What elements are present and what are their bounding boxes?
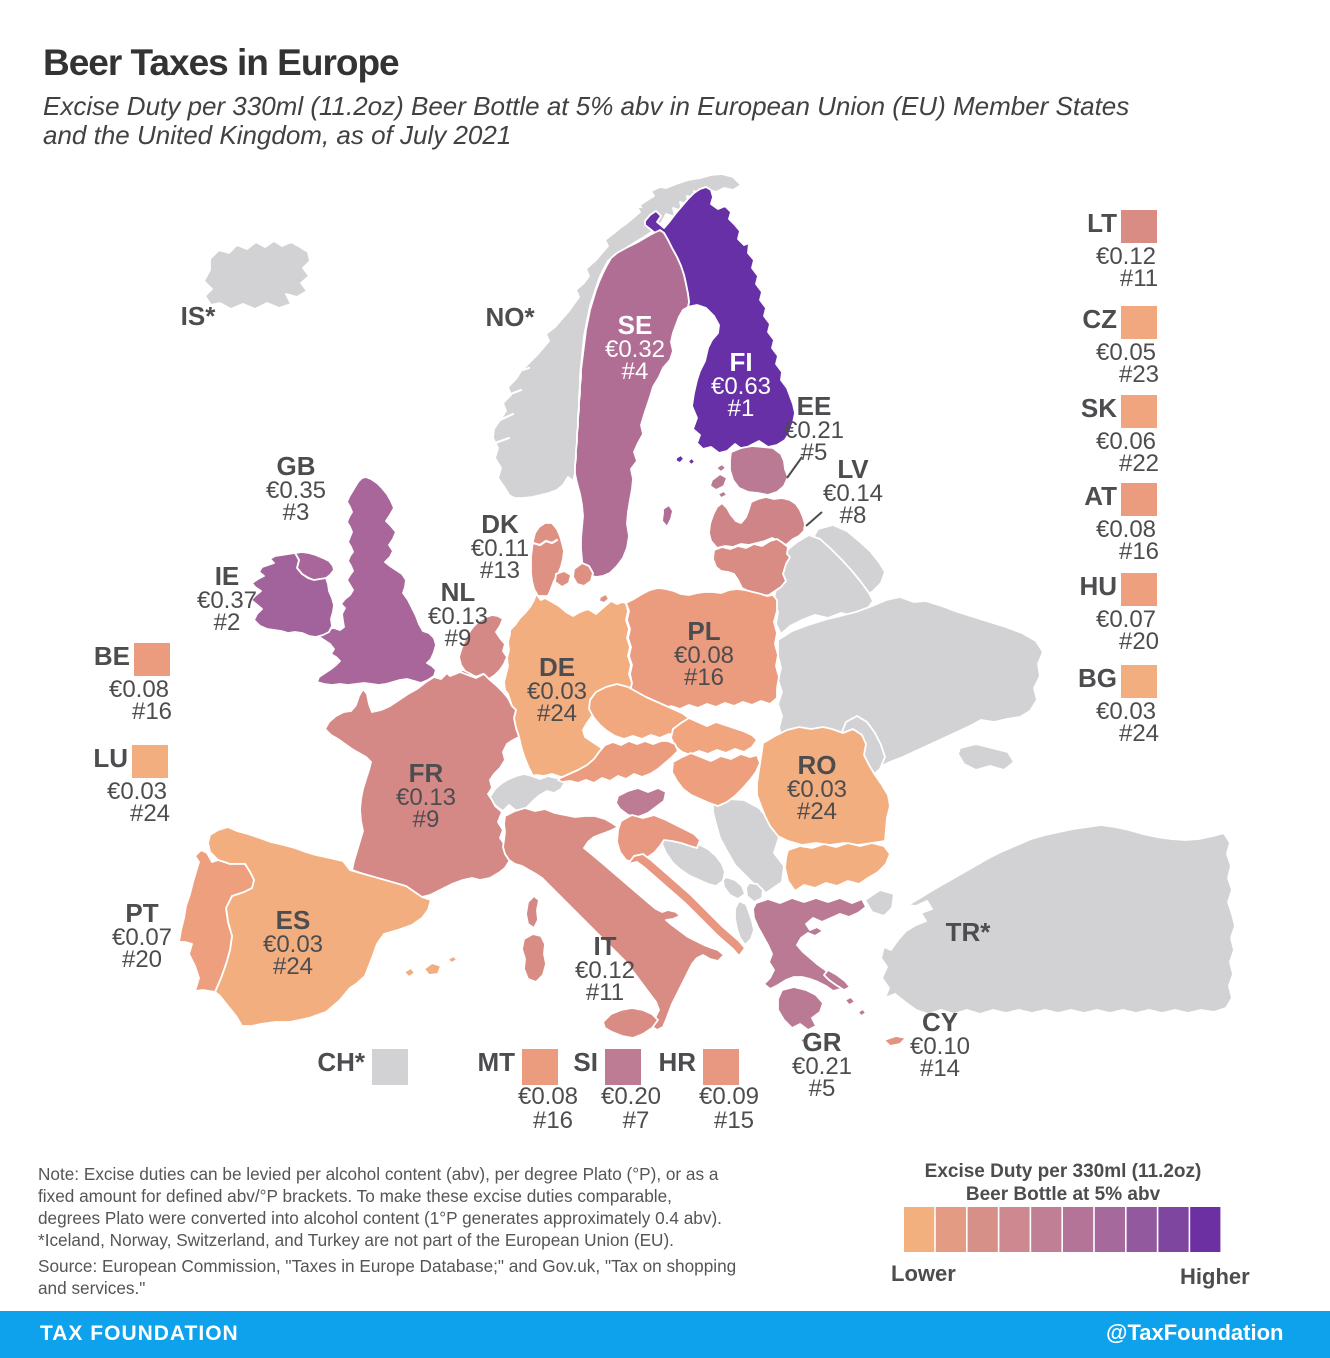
svg-text:FI: FI [729,347,752,377]
svg-text:€0.63: €0.63 [711,373,771,400]
svg-text:#5: #5 [801,439,828,466]
svg-text:CZ: CZ [1082,304,1117,334]
svg-text:€0.05: €0.05 [1096,339,1156,366]
svg-text:#15: #15 [714,1107,754,1134]
svg-text:#7: #7 [623,1107,650,1134]
svg-text:PT: PT [125,898,158,928]
svg-text:€0.08: €0.08 [518,1083,578,1110]
svg-text:HU: HU [1079,571,1117,601]
svg-text:GR: GR [803,1027,842,1057]
svg-text:€0.20: €0.20 [601,1083,661,1110]
svg-text:IS*: IS* [181,301,217,331]
svg-text:#9: #9 [445,625,472,652]
svg-text:CY: CY [922,1007,958,1037]
svg-text:DK: DK [481,509,519,539]
svg-text:#8: #8 [840,502,867,529]
svg-text:#13: #13 [480,557,520,584]
svg-text:HR: HR [658,1047,696,1077]
svg-text:€0.03: €0.03 [263,931,323,958]
svg-text:€0.03: €0.03 [1096,698,1156,725]
svg-text:FR: FR [409,758,444,788]
svg-text:#23: #23 [1119,361,1159,388]
svg-text:NL: NL [441,577,476,607]
svg-text:LT: LT [1087,208,1117,238]
svg-text:#9: #9 [413,806,440,833]
svg-text:€0.07: €0.07 [112,924,172,951]
svg-text:#3: #3 [283,499,310,526]
svg-text:SE: SE [618,310,653,340]
svg-text:BE: BE [94,641,130,671]
svg-text:#20: #20 [122,946,162,973]
svg-text:€0.32: €0.32 [605,336,665,363]
svg-text:#22: #22 [1119,450,1159,477]
svg-text:#24: #24 [130,800,170,827]
svg-text:AT: AT [1084,481,1117,511]
svg-text:IT: IT [593,931,616,961]
svg-text:TR*: TR* [946,917,992,947]
svg-text:#16: #16 [132,698,172,725]
svg-text:€0.13: €0.13 [396,784,456,811]
svg-text:SK: SK [1081,393,1117,423]
svg-text:#16: #16 [533,1107,573,1134]
svg-text:#16: #16 [1119,538,1159,565]
svg-text:€0.06: €0.06 [1096,428,1156,455]
svg-text:#4: #4 [622,358,649,385]
svg-text:€0.08: €0.08 [674,642,734,669]
svg-text:PL: PL [687,616,720,646]
svg-text:€0.37: €0.37 [197,587,257,614]
svg-text:#14: #14 [920,1055,960,1082]
svg-text:#11: #11 [586,979,624,1006]
svg-text:€0.08: €0.08 [1096,516,1156,543]
svg-text:#2: #2 [214,609,241,636]
svg-text:€0.21: €0.21 [792,1053,852,1080]
svg-text:LU: LU [93,743,128,773]
svg-text:€0.03: €0.03 [527,678,587,705]
svg-text:€0.14: €0.14 [823,480,883,507]
svg-text:€0.03: €0.03 [107,778,167,805]
svg-text:#1: #1 [728,395,755,422]
svg-text:BG: BG [1078,663,1117,693]
svg-text:€0.03: €0.03 [787,776,847,803]
svg-text:RO: RO [798,750,837,780]
svg-text:SI: SI [573,1047,598,1077]
svg-text:NO*: NO* [485,302,535,332]
svg-text:GB: GB [277,451,316,481]
svg-text:€0.13: €0.13 [428,603,488,630]
svg-text:€0.21: €0.21 [784,417,844,444]
svg-text:€0.11: €0.11 [471,535,529,562]
svg-text:ES: ES [276,905,311,935]
svg-text:#16: #16 [684,664,724,691]
svg-text:€0.12: €0.12 [575,957,635,984]
svg-text:€0.35: €0.35 [266,477,326,504]
svg-text:MT: MT [477,1047,515,1077]
svg-text:CH*: CH* [317,1047,366,1077]
svg-text:#11: #11 [1120,265,1158,292]
svg-text:#24: #24 [1119,720,1159,747]
svg-text:EE: EE [797,391,832,421]
svg-text:#24: #24 [537,700,577,727]
svg-text:#5: #5 [809,1075,836,1102]
svg-text:€0.08: €0.08 [109,676,169,703]
svg-text:€0.12: €0.12 [1096,243,1156,270]
svg-text:€0.09: €0.09 [699,1083,759,1110]
svg-text:#20: #20 [1119,628,1159,655]
svg-text:€0.07: €0.07 [1096,606,1156,633]
svg-text:LV: LV [837,454,869,484]
svg-text:€0.10: €0.10 [910,1033,970,1060]
svg-text:IE: IE [215,561,240,591]
svg-text:#24: #24 [797,798,837,825]
svg-text:#24: #24 [273,953,313,980]
svg-text:DE: DE [539,652,575,682]
